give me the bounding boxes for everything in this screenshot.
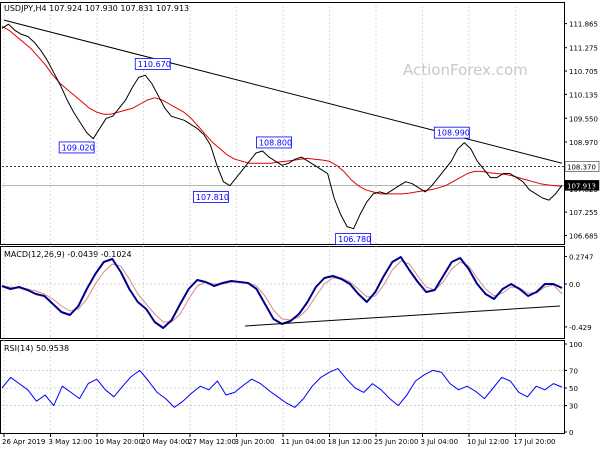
macd-signal-line [1, 260, 563, 323]
level-tag-box [564, 161, 600, 172]
x-tick-label: 27 May 12:00 [188, 438, 236, 446]
macd-panel-title: MACD(12,26,9) -0.0439 -0.1024 [4, 250, 132, 259]
x-tick-label: 18 Jun 12:00 [328, 438, 372, 446]
annotation-label: 109.020 [62, 143, 95, 152]
rsi-line [1, 368, 563, 408]
y-tick-label: 70 [569, 367, 578, 375]
x-tick-label: 25 Jun 20:00 [374, 438, 418, 446]
y-tick-label: 0.0 [569, 281, 580, 289]
y-tick-label: 107.255 [569, 209, 598, 217]
watermark: ActionForex.com [403, 61, 528, 79]
annotation-box [58, 141, 95, 154]
y-tick-label: 110.705 [569, 68, 598, 76]
rsi-panel-title: RSI(14) 50.9538 [4, 344, 69, 353]
annotation-box [192, 191, 229, 203]
price-trendline [3, 19, 563, 164]
annotation-label: 108.800 [259, 138, 292, 147]
x-tick-label: 11 Jun 04:00 [281, 438, 325, 446]
y-tick-label: 0.2747 [569, 254, 594, 262]
x-tick-label: 17 Jul 20:00 [514, 438, 556, 446]
x-tick-label: 26 Apr 2019 [2, 438, 45, 446]
annotation-label: 107.810 [196, 193, 229, 202]
annotation-box [256, 136, 292, 149]
x-tick-label: 10 Jul 12:00 [467, 438, 509, 446]
annotation-box [433, 126, 470, 139]
annotation-box [335, 233, 372, 245]
price-panel-frame [0, 2, 565, 245]
y-tick-label: -0.429 [569, 324, 592, 332]
y-tick-label: 30 [569, 403, 578, 411]
y-tick-label: 50 [569, 385, 578, 393]
x-tick-label: 10 May 20:00 [95, 438, 143, 446]
y-tick-label: 111.275 [569, 45, 598, 53]
y-tick-label: 100 [569, 341, 582, 349]
x-tick-label: 3 May 12:00 [49, 438, 93, 446]
y-tick-label: 106.685 [569, 232, 598, 240]
macd-panel-frame [0, 246, 565, 339]
y-tick-label: 110.135 [569, 91, 598, 99]
annotation-label: 108.990 [437, 129, 470, 138]
y-tick-label: 111.865 [569, 21, 598, 29]
price-tag: 107.913 [567, 182, 596, 190]
x-tick-label: 20 May 04:00 [142, 438, 190, 446]
x-tick-label: 3 Jul 04:00 [421, 438, 459, 446]
rsi-panel-frame [0, 340, 565, 434]
annotation-box [134, 58, 171, 70]
y-tick-label: 107.825 [569, 186, 598, 194]
x-tick-label: 3 Jun 20:00 [235, 438, 275, 446]
annotation-label: 110.670 [138, 60, 171, 69]
moving-average-line [1, 25, 563, 195]
price-line [1, 23, 563, 230]
y-tick-label: 109.550 [569, 115, 598, 123]
price-tag-box [564, 180, 600, 191]
annotation-label: 106.780 [338, 235, 371, 244]
level-tag: 108.370 [567, 164, 596, 172]
macd-trendline [244, 305, 561, 327]
price-panel-title: USDJPY,H4 107.924 107.930 107.831 107.91… [4, 4, 189, 13]
y-tick-label: 108.970 [569, 139, 598, 147]
y-tick-label: 0 [569, 429, 573, 437]
